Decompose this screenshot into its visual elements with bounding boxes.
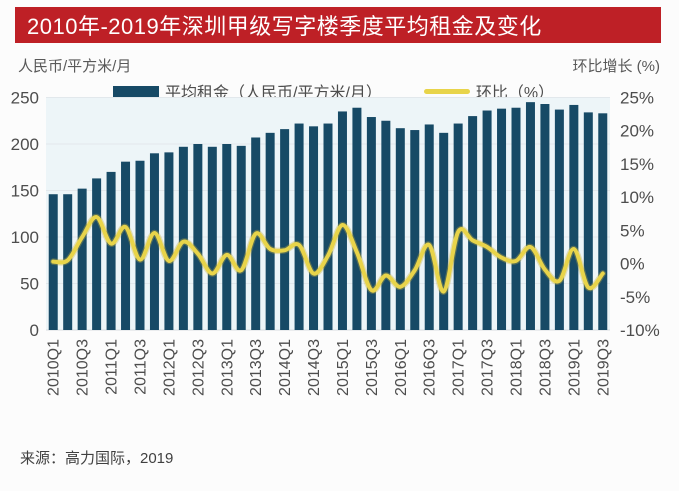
rent-bar bbox=[554, 109, 564, 330]
x-axis-label: 2015Q1 bbox=[335, 339, 352, 396]
x-axis-label: 2019Q1 bbox=[566, 339, 583, 396]
rent-bar bbox=[453, 123, 463, 330]
x-axis-label: 2014Q1 bbox=[277, 339, 294, 396]
left-axis-tick-label: 50 bbox=[20, 275, 39, 294]
right-axis-tick-label: 20% bbox=[620, 122, 654, 141]
rent-bar bbox=[511, 107, 521, 330]
rent-bar bbox=[424, 124, 434, 330]
rent-bar bbox=[540, 104, 550, 330]
rent-bar bbox=[583, 112, 593, 330]
right-axis-tick-label: 10% bbox=[620, 188, 654, 207]
x-axis-label: 2014Q3 bbox=[306, 339, 323, 396]
x-axis-label: 2017Q3 bbox=[480, 339, 497, 396]
x-axis-label: 2018Q3 bbox=[537, 339, 554, 396]
rent-bar bbox=[77, 188, 87, 330]
rent-bar bbox=[294, 123, 304, 330]
x-axis-label: 2016Q1 bbox=[393, 339, 410, 396]
rent-bar bbox=[121, 161, 131, 330]
rent-bar bbox=[178, 146, 188, 330]
right-axis-tick-label: 15% bbox=[620, 155, 654, 174]
left-axis-tick-label: 0 bbox=[30, 321, 39, 340]
right-axis-tick-label: -10% bbox=[620, 321, 660, 340]
rent-bar bbox=[410, 130, 420, 330]
rent-bar bbox=[395, 128, 405, 330]
qoq-line bbox=[51, 215, 605, 294]
right-axis-tick-label: 0% bbox=[620, 255, 645, 274]
rent-bar bbox=[497, 108, 507, 330]
rent-bar bbox=[598, 113, 608, 330]
source-note: 来源：高力国际，2019 bbox=[20, 450, 174, 467]
x-axis-label: 2012Q3 bbox=[190, 339, 207, 396]
right-axis-tick-label: 5% bbox=[620, 221, 645, 240]
rent-bar bbox=[309, 126, 319, 330]
left-axis-tick-label: 100 bbox=[11, 228, 39, 247]
x-axis-label: 2011Q3 bbox=[133, 339, 150, 395]
rent-bar bbox=[164, 152, 174, 330]
rent-bar bbox=[352, 107, 362, 330]
x-axis-label: 2017Q1 bbox=[451, 339, 468, 396]
left-axis-tick-label: 200 bbox=[11, 135, 39, 154]
rent-bar bbox=[366, 117, 376, 330]
rent-bar bbox=[468, 116, 478, 330]
chart-canvas: 0 50 100 150 200 250 -10% -5% 0% 5% 10% 15% 20% 25% 20… bbox=[11, 89, 660, 396]
right-axis-unit-label: 环比增长 (%) bbox=[572, 58, 661, 75]
rent-bar bbox=[135, 160, 145, 330]
rent-bar bbox=[280, 129, 290, 330]
x-axis-label: 2010Q1 bbox=[46, 339, 63, 396]
chart-title: 2010年-2019年深圳甲级写字楼季度平均租金及变化 bbox=[27, 14, 542, 39]
rent-bar bbox=[439, 132, 449, 330]
x-axis-label: 2018Q1 bbox=[509, 339, 526, 396]
left-axis-unit-label: 人民币/平方米/月 bbox=[18, 58, 132, 75]
rent-bar bbox=[92, 178, 102, 330]
rent-bar bbox=[525, 102, 535, 331]
rent-bar bbox=[149, 153, 159, 330]
right-axis-tick-label: 25% bbox=[620, 89, 654, 108]
rent-bar bbox=[482, 110, 492, 331]
chart-title-bar: 2010年-2019年深圳甲级写字楼季度平均租金及变化 bbox=[15, 7, 661, 43]
rent-bar bbox=[193, 144, 203, 330]
rent-bar bbox=[569, 104, 579, 330]
x-axis-label: 2013Q1 bbox=[219, 339, 236, 396]
rent-bar bbox=[207, 146, 217, 330]
rent-bar bbox=[381, 120, 391, 330]
x-axis-label: 2019Q3 bbox=[595, 339, 612, 396]
x-axis-label: 2011Q1 bbox=[104, 339, 121, 395]
left-axis-tick-label: 150 bbox=[11, 182, 39, 201]
x-axis-label: 2012Q1 bbox=[161, 339, 178, 396]
rent-bar-swatch-icon bbox=[113, 85, 159, 97]
x-axis-label: 2015Q3 bbox=[364, 339, 381, 396]
rent-bar bbox=[337, 111, 347, 330]
rent-bar bbox=[323, 123, 333, 330]
rent-bar bbox=[106, 171, 116, 330]
right-axis-tick-label: -5% bbox=[620, 288, 650, 307]
rent-bar bbox=[265, 132, 275, 330]
x-axis-label: 2016Q3 bbox=[422, 339, 439, 396]
x-axis-label: 2010Q3 bbox=[75, 339, 92, 396]
left-axis-tick-label: 250 bbox=[11, 89, 39, 108]
x-axis-label: 2013Q3 bbox=[248, 339, 265, 396]
qoq-line-swatch-icon bbox=[423, 88, 470, 94]
rent-bar bbox=[222, 144, 232, 330]
rent-bar bbox=[236, 145, 246, 330]
